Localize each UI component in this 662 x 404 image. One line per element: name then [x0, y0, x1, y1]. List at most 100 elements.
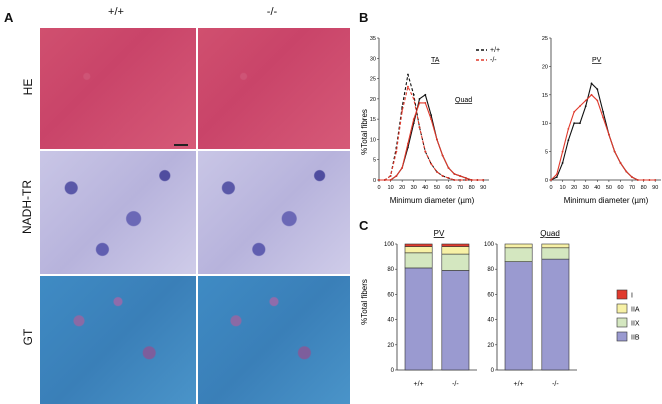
data-point — [602, 116, 605, 119]
bar-segment-iib — [504, 261, 533, 371]
bar-segment-iib — [441, 270, 470, 371]
data-point — [482, 179, 485, 181]
data-point — [590, 93, 593, 96]
data-point — [561, 150, 564, 153]
panel-b-left-plot: 0 5 10 15 20 25 30 35 0 10 20 30 40 50 60 70 80 90 — [370, 36, 489, 191]
x-tick-label: -/- — [552, 381, 559, 388]
y-tick-label: 15 — [542, 93, 548, 99]
x-tick-label: 10 — [388, 185, 394, 191]
data-point — [407, 85, 409, 88]
panel-c-right-plot: 0 20 40 60 80 100 +/+ -/- — [484, 242, 577, 388]
x-tick-label: 70 — [457, 185, 463, 191]
data-point — [447, 166, 450, 169]
data-point — [459, 175, 461, 177]
legend-label-iia: IIA — [631, 307, 640, 314]
data-point — [561, 162, 564, 164]
tag-quad: Quad — [455, 97, 472, 104]
bar-segment-iib — [404, 267, 433, 371]
panel-b-right-plot: 0 5 10 15 20 25 0 10 20 30 40 50 60 70 80 90 — [542, 36, 661, 191]
data-point — [464, 179, 467, 181]
panel-b-right-x-label: Minimum diameter (µm) — [564, 196, 649, 205]
panel-c-y-label: %Total fibers — [360, 279, 369, 325]
row-label-he: HE — [21, 78, 35, 96]
data-point — [619, 162, 622, 164]
data-point — [378, 179, 380, 181]
data-point — [459, 179, 461, 181]
x-tick-label: 60 — [445, 185, 451, 191]
data-point — [424, 150, 427, 153]
micrograph-nadh-wt — [40, 151, 196, 274]
x-tick-label: -/- — [452, 381, 459, 388]
x-tick-label: +/+ — [414, 381, 424, 388]
y-tick-label: 0 — [391, 368, 395, 374]
y-tick-label: 80 — [487, 267, 494, 273]
y-tick-label: 5 — [373, 158, 376, 164]
x-tick-label: 40 — [594, 185, 600, 191]
data-point — [555, 173, 558, 176]
x-tick-label: 30 — [411, 185, 417, 191]
y-tick-label: 60 — [487, 292, 494, 298]
data-point — [441, 154, 444, 157]
x-tick-label: 50 — [606, 185, 612, 191]
data-point — [418, 97, 421, 100]
data-point — [389, 175, 392, 177]
column-label-wt: +/+ — [108, 6, 124, 18]
data-point — [470, 179, 473, 181]
data-point — [447, 177, 450, 179]
bar-segment-iix — [404, 252, 433, 269]
data-point — [412, 93, 415, 96]
scale-bar — [174, 144, 188, 146]
y-tick-label: 100 — [384, 242, 395, 248]
micrograph-gt-wt — [40, 276, 196, 404]
panel-b-left-x-label: Minimum diameter (µm) — [390, 196, 475, 205]
data-point — [573, 122, 576, 125]
x-tick-label: 80 — [641, 185, 647, 191]
y-tick-label: 0 — [545, 178, 548, 184]
y-tick-label: 20 — [487, 343, 494, 349]
data-point — [435, 138, 438, 141]
y-tick-label: 15 — [370, 117, 376, 123]
x-tick-label: 20 — [399, 185, 405, 191]
data-point — [596, 99, 599, 102]
row-label-gt: GT — [21, 328, 35, 346]
bar-segment-iia — [404, 246, 433, 254]
bar-segment-iix — [541, 247, 570, 260]
micrograph-he-wt — [40, 28, 196, 149]
x-tick-label: +/+ — [514, 381, 524, 388]
bar-segment-i — [404, 243, 433, 247]
data-point — [573, 110, 576, 113]
x-tick-label: 10 — [560, 185, 566, 191]
x-tick-label: 60 — [617, 185, 623, 191]
data-point — [654, 179, 657, 181]
legend-wt-label: +/+ — [490, 47, 500, 54]
data-point — [464, 177, 467, 179]
legend-swatch-iib — [616, 331, 628, 342]
data-point — [401, 110, 404, 112]
series-line-wt — [550, 82, 656, 181]
data-point — [636, 179, 639, 181]
data-point — [631, 176, 633, 179]
x-tick-label: 40 — [422, 185, 428, 191]
data-point — [441, 175, 444, 177]
data-point — [613, 150, 616, 153]
panel-b-letter: B — [359, 10, 369, 25]
data-point — [579, 105, 581, 108]
micrograph-he-ko — [198, 28, 350, 149]
data-point — [407, 73, 409, 76]
x-tick-label: 20 — [571, 185, 577, 191]
data-point — [424, 93, 427, 96]
y-tick-label: 25 — [542, 36, 548, 42]
column-label-ko: -/- — [266, 6, 278, 18]
data-point — [648, 179, 651, 181]
y-tick-label: 25 — [370, 77, 376, 83]
legend-ko-label: -/- — [490, 57, 497, 64]
x-tick-label: 0 — [377, 185, 380, 191]
data-point — [567, 127, 570, 130]
series-line-wt-quad — [379, 93, 484, 181]
data-point — [401, 166, 404, 169]
x-tick-label: 70 — [629, 185, 635, 191]
data-point — [430, 118, 433, 121]
panel-b-y-label: %Total fibres — [360, 109, 369, 155]
data-point — [590, 82, 593, 85]
